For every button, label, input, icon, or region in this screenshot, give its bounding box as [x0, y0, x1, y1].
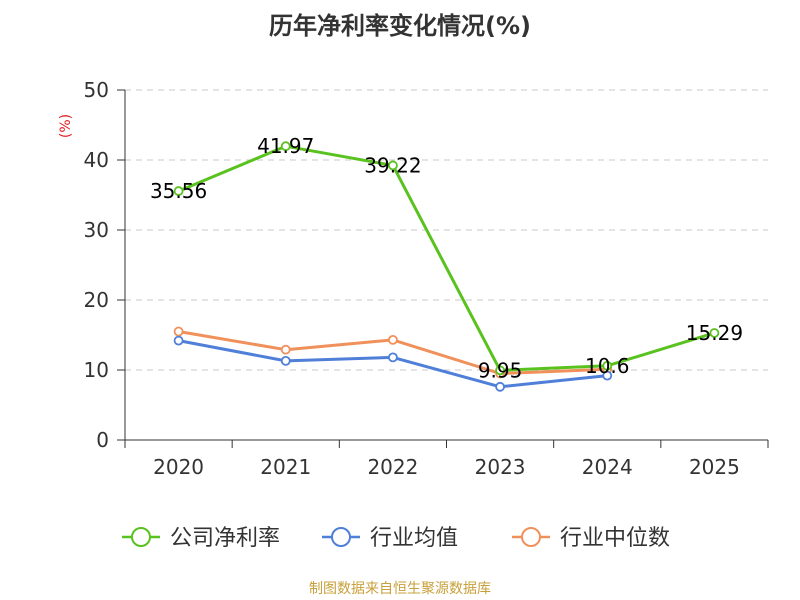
data-point: [495, 381, 505, 392]
y-tick-label: 40: [84, 148, 109, 172]
data-point: [388, 160, 398, 171]
data-point: [602, 370, 613, 381]
legend-label: 公司净利率: [170, 526, 280, 551]
legend: 公司净利率 行业均值 行业中位数: [122, 526, 670, 551]
x-tick-label: 2020: [153, 455, 204, 479]
data-label: 41.97: [257, 134, 314, 158]
data-labels: 35.56 41.97 39.22 9.95 10.6 15.29: [150, 134, 743, 382]
legend-marker: [331, 527, 351, 547]
y-tick-label: 30: [84, 218, 109, 242]
data-point: [709, 328, 720, 338]
x-tick-label: 2025: [689, 455, 740, 479]
series-layer: [173, 141, 720, 392]
data-point: [280, 355, 291, 366]
series-line: [178, 144, 715, 372]
data-label: 15.29: [686, 321, 743, 345]
data-source: 制图数据来自恒生聚源数据库: [309, 581, 491, 597]
chart-title: 历年净利率变化情况(%): [269, 12, 531, 40]
legend-marker: [521, 527, 541, 547]
legend-label: 行业中位数: [560, 526, 670, 551]
data-label: 35.56: [150, 179, 207, 203]
y-tick-label: 0: [96, 428, 109, 452]
x-tick-label: 2022: [367, 455, 418, 479]
data-point: [280, 141, 291, 152]
x-tick-label: 2024: [582, 455, 633, 479]
y-tick-label: 50: [84, 78, 109, 102]
y-axis-label: (%): [58, 114, 74, 138]
x-tick-label: 2023: [475, 455, 526, 479]
data-point: [602, 360, 613, 371]
x-tick-label: 2021: [260, 455, 311, 479]
y-tick-label: 10: [84, 358, 109, 382]
data-point: [495, 365, 505, 376]
data-point: [388, 334, 398, 345]
data-label: 9.95: [478, 358, 523, 382]
data-point: [173, 186, 184, 196]
data-label: 10.6: [585, 354, 630, 378]
data-point: [173, 335, 184, 346]
legend-label: 行业均值: [370, 526, 458, 551]
data-label: 39.22: [364, 153, 421, 177]
data-point: [388, 352, 398, 363]
data-point: [280, 344, 291, 355]
grid-lines: [125, 89, 768, 371]
series-line: [178, 339, 608, 389]
axes: 0 10 20 30 40 50 (%) 2020 2021 2022 2023 2024 2025: [58, 78, 769, 479]
legend-marker: [131, 527, 151, 547]
data-point: [173, 326, 184, 337]
y-tick-label: 20: [84, 288, 109, 312]
